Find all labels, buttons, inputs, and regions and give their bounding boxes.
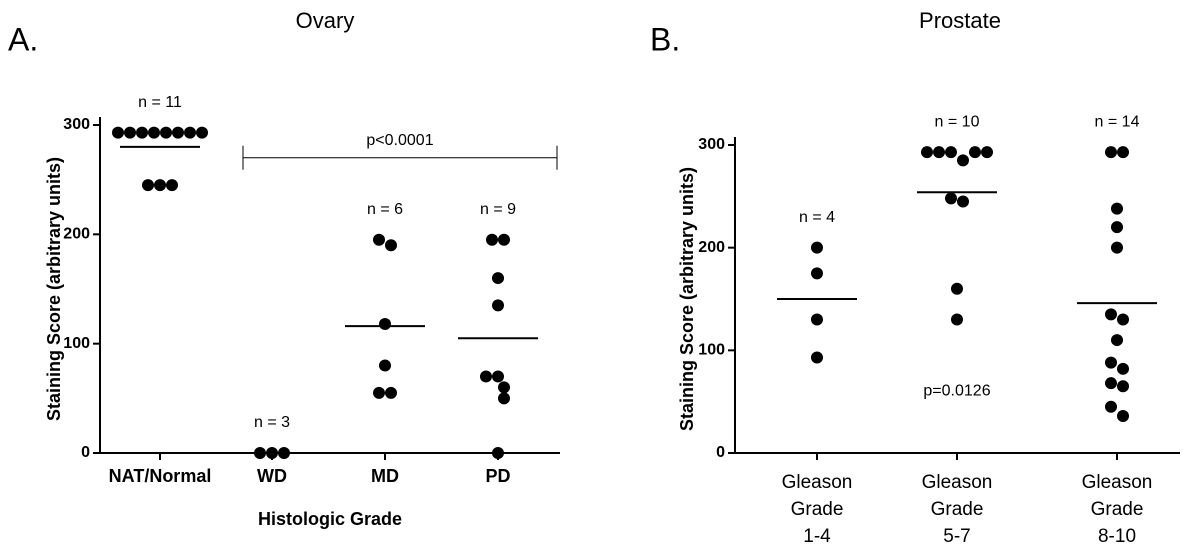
x-tick-label-line: Gleason [1082,472,1153,493]
x-tick-label: Gleason Grade 8-10 [1082,472,1153,547]
data-point [1117,146,1129,159]
y-tick-label: 0 [81,444,90,461]
y-tick-label: 0 [716,444,725,461]
data-point [1117,410,1129,423]
data-point [154,179,166,192]
panel-title: Prostate [919,8,1001,33]
data-point [1111,241,1123,254]
data-point [160,126,172,139]
x-tick-label: WD [257,466,287,486]
data-point [1111,221,1123,234]
data-point [486,233,498,246]
y-tick-label: 200 [698,239,725,256]
x-tick-label-line: Gleason [782,472,853,493]
x-tick-label: MD [371,466,399,486]
data-point [811,313,823,326]
data-point [142,179,154,192]
data-point [1105,356,1117,369]
x-tick-label: NAT/Normal [109,466,212,486]
data-point [1105,400,1117,413]
data-point [1105,308,1117,321]
data-point [385,386,397,399]
data-point [385,239,397,252]
data-point [945,192,957,205]
data-point [124,126,136,139]
data-point [1117,362,1129,375]
x-tick-label-line: Grade [931,499,984,520]
y-tick-label: 300 [63,116,90,133]
data-point [945,146,957,159]
x-tick-label-line: Gleason [922,472,993,493]
x-tick-label-line: 8-10 [1098,526,1136,547]
data-point [379,317,391,330]
data-point [498,381,510,394]
n-label: n = 11 [138,94,182,111]
data-point [1105,377,1117,390]
data-point [1111,334,1123,347]
x-tick-label: PD [485,466,510,486]
p-value: p<0.0001 [366,132,433,149]
n-label: n = 9 [480,201,516,218]
data-point [933,146,945,159]
data-point [1117,313,1129,326]
data-point [166,179,178,192]
data-point [957,195,969,208]
panel-label: A. [8,21,38,57]
data-point [492,447,504,459]
data-point [498,233,510,246]
y-tick-label: 100 [698,342,725,359]
panel-label: B. [650,21,680,57]
data-point [492,370,504,383]
x-axis-label: Histologic Grade [258,509,402,529]
x-tick-label-line: Grade [791,499,844,520]
data-point [196,126,208,139]
n-label: n = 14 [1095,113,1140,130]
data-point [379,359,391,372]
data-point [480,370,492,383]
panel-title: Ovary [296,8,355,33]
data-point [184,126,196,139]
y-tick-label: 100 [63,335,90,352]
data-point [957,154,969,167]
x-tick-label: Gleason Grade 5-7 [922,472,993,547]
data-point [492,299,504,312]
y-tick-label: 300 [698,136,725,153]
n-label: n = 10 [935,113,980,130]
data-point [148,126,160,139]
data-point [981,146,993,159]
y-axis-label: Staining Score (arbitrary units) [44,157,64,421]
data-point [1117,380,1129,393]
n-label: n = 3 [254,414,290,431]
data-point [373,233,385,246]
n-label: n = 4 [799,209,835,226]
x-tick-label-line: 1-4 [803,526,831,547]
data-point [112,126,124,139]
data-point [811,351,823,364]
x-tick-label: Gleason Grade 1-4 [782,472,853,547]
x-tick-label-line: 5-7 [943,526,970,547]
data-point [1105,146,1117,159]
data-point [969,146,981,159]
y-axis-label: Staining Score (arbitrary units) [677,167,697,431]
data-point [492,272,504,285]
data-point [136,126,148,139]
data-point [1111,202,1123,215]
data-point [498,392,510,405]
x-tick-label-line: Grade [1091,499,1144,520]
data-point [921,146,933,159]
y-tick-label: 200 [63,226,90,243]
n-label: n = 6 [367,201,403,218]
p-value: p=0.0126 [923,383,990,400]
data-point [951,313,963,326]
data-point [811,267,823,280]
data-point [373,386,385,399]
data-point [172,126,184,139]
data-point [951,282,963,295]
data-point [811,241,823,254]
